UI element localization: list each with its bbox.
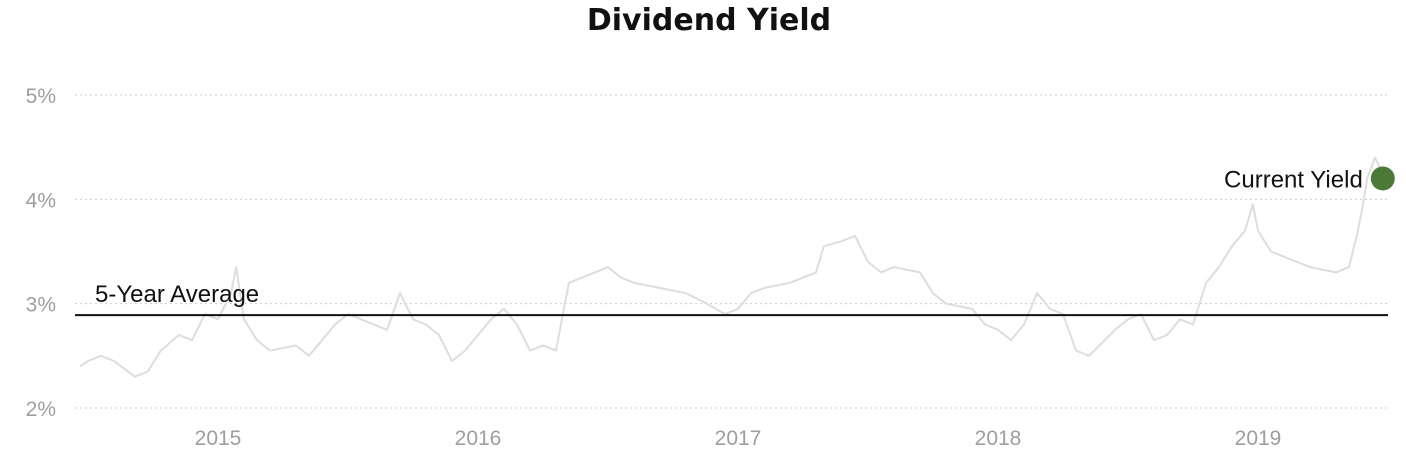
gridlines xyxy=(75,94,1388,409)
current-yield-label: Current Yield xyxy=(1224,166,1363,193)
x-tick-label: 2018 xyxy=(975,427,1022,450)
current-yield-marker xyxy=(1370,166,1395,191)
x-tick-label: 2017 xyxy=(715,427,762,450)
x-tick-label: 2015 xyxy=(195,427,242,450)
y-tick-label: 5% xyxy=(26,85,56,108)
y-axis-tick-labels: 2% 3% 4% 5% xyxy=(26,85,56,421)
x-tick-label: 2016 xyxy=(455,427,502,450)
y-tick-label: 2% xyxy=(26,398,56,421)
five-year-average-label: 5-Year Average xyxy=(95,281,259,308)
dividend-yield-series-line xyxy=(79,156,1382,378)
chart-title: Dividend Yield xyxy=(587,3,831,38)
y-tick-label: 3% xyxy=(26,294,56,317)
x-axis-tick-labels: 2015 2016 2017 2018 2019 xyxy=(195,427,1282,450)
x-tick-label: 2019 xyxy=(1235,427,1282,450)
y-tick-label: 4% xyxy=(26,189,56,212)
